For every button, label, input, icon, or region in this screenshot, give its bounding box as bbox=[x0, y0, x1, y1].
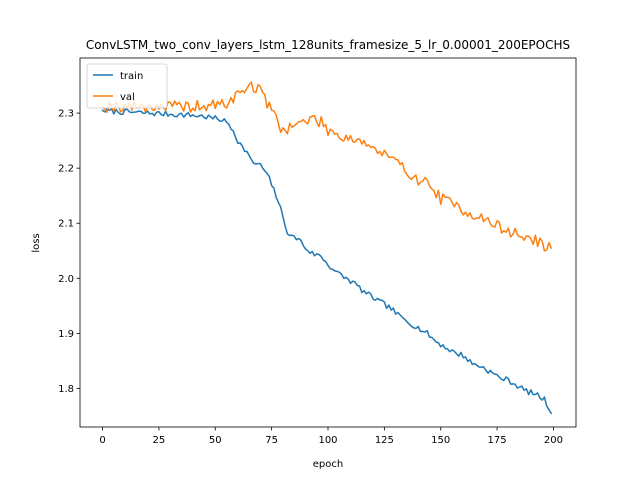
x-tick-label: 200 bbox=[544, 435, 563, 446]
y-axis-ticks: 1.8 1.9 2.0 2.1 2.2 2.3 bbox=[58, 109, 80, 395]
plot-area bbox=[80, 58, 576, 427]
x-tick-label: 100 bbox=[318, 435, 337, 446]
x-axis-ticks: 0 25 50 75 100 125 150 175 200 bbox=[99, 427, 563, 446]
y-tick-label: 2.0 bbox=[58, 274, 74, 285]
y-tick-label: 1.9 bbox=[58, 329, 74, 340]
y-tick-label: 2.3 bbox=[58, 109, 74, 120]
x-axis-label: epoch bbox=[313, 459, 343, 470]
x-tick-label: 75 bbox=[265, 435, 278, 446]
y-axis-label: loss bbox=[31, 233, 42, 252]
y-tick-label: 1.8 bbox=[58, 384, 74, 395]
legend-label-train: train bbox=[120, 71, 143, 82]
series-line-train bbox=[101, 107, 553, 415]
series-lines bbox=[101, 81, 553, 415]
series-line-val bbox=[101, 81, 553, 252]
x-tick-label: 125 bbox=[375, 435, 394, 446]
y-tick-label: 2.1 bbox=[58, 219, 74, 230]
x-tick-label: 50 bbox=[209, 435, 222, 446]
x-tick-label: 175 bbox=[488, 435, 507, 446]
chart-title: ConvLSTM_two_conv_layers_lstm_128units_f… bbox=[86, 38, 570, 52]
legend: train val bbox=[86, 63, 168, 109]
x-tick-label: 0 bbox=[99, 435, 105, 446]
x-tick-label: 150 bbox=[431, 435, 450, 446]
x-tick-label: 25 bbox=[153, 435, 166, 446]
legend-label-val: val bbox=[120, 92, 135, 103]
y-tick-label: 2.2 bbox=[58, 164, 74, 175]
